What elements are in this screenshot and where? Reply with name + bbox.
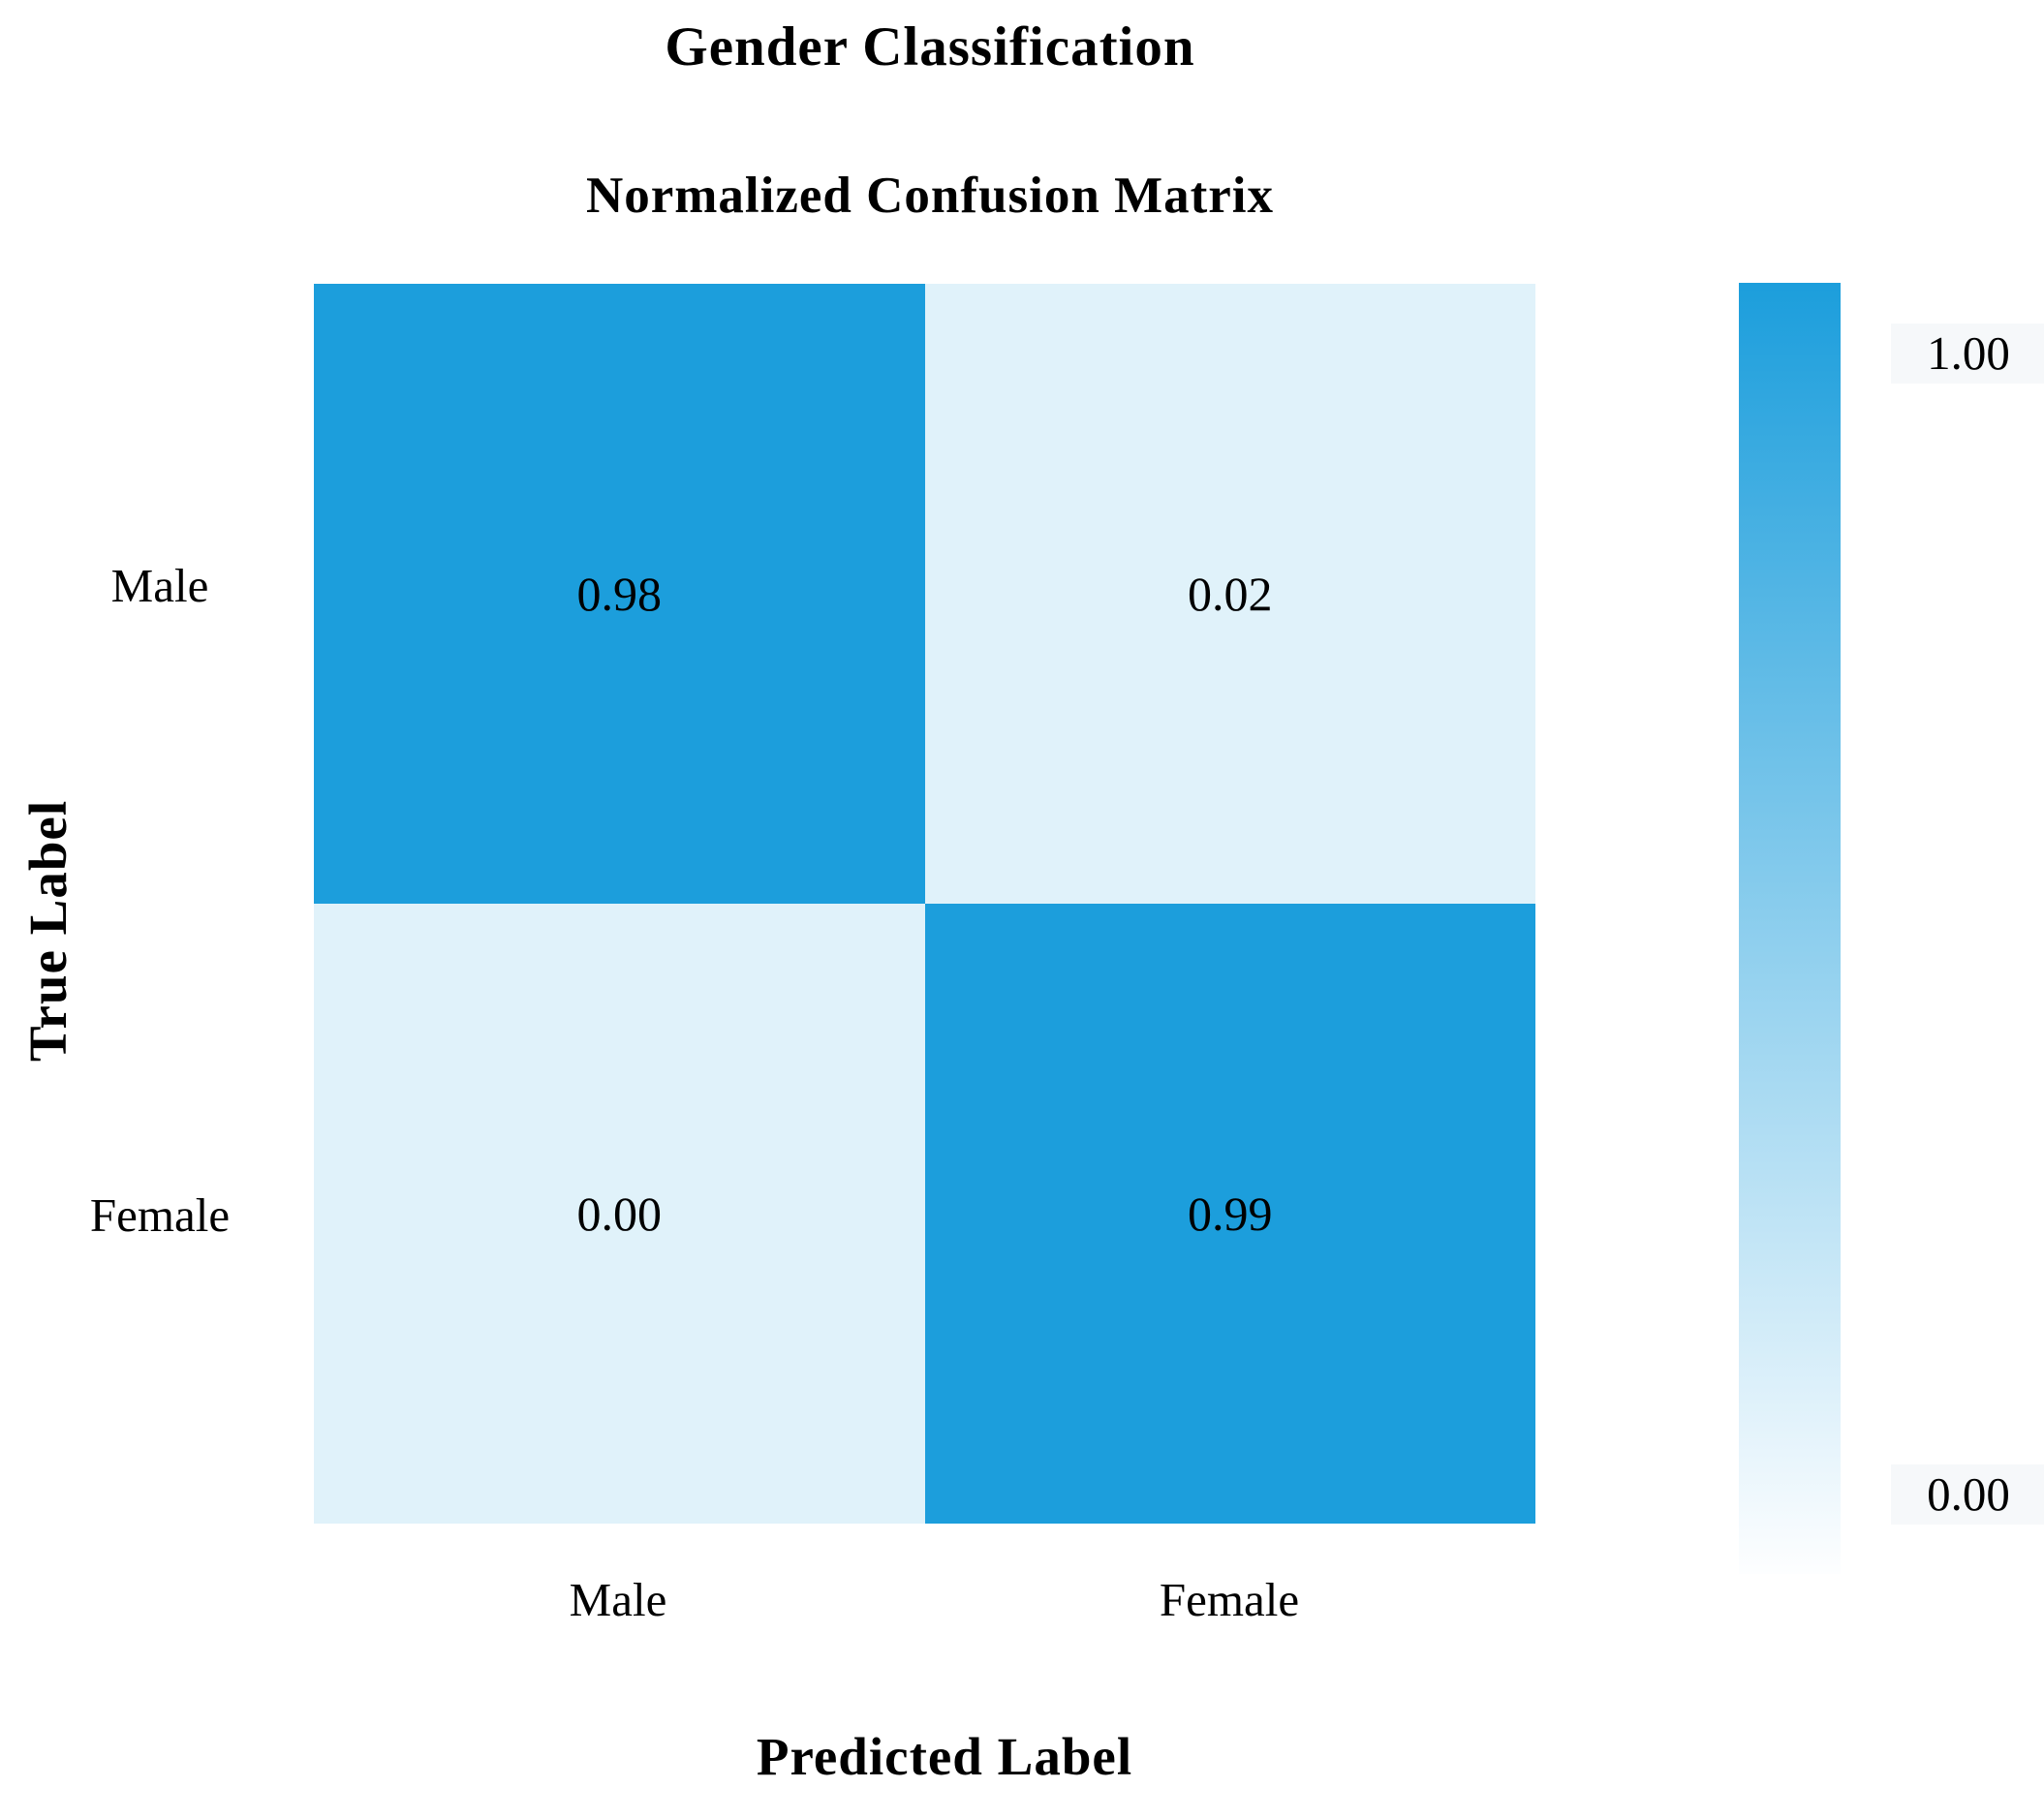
x-tick-female: Female: [1159, 1573, 1300, 1626]
y-tick-female: Female: [89, 1188, 231, 1242]
colorbar-max-tick: 1.00: [1891, 324, 2044, 384]
colorbar-min-tick: 0.00: [1891, 1464, 2044, 1525]
figure-title: Gender Classification: [665, 16, 1195, 77]
x-axis-title: Predicted Label: [756, 1727, 1133, 1786]
matrix-cell-true-male-pred-male: 0.98: [314, 284, 925, 904]
heatmap-grid: 0.98 0.02 0.00 0.99: [314, 284, 1535, 1524]
x-tick-male: Male: [569, 1573, 667, 1626]
y-tick-male: Male: [110, 559, 209, 612]
figure-subtitle: Normalized Confusion Matrix: [585, 168, 1275, 224]
matrix-cell-true-female-pred-male: 0.00: [314, 904, 925, 1524]
matrix-cell-true-male-pred-female: 0.02: [924, 284, 1535, 904]
y-axis-title: True Label: [18, 799, 77, 1063]
colorbar-gradient: [1739, 283, 1841, 1574]
matrix-cell-true-female-pred-female: 0.99: [924, 904, 1535, 1524]
